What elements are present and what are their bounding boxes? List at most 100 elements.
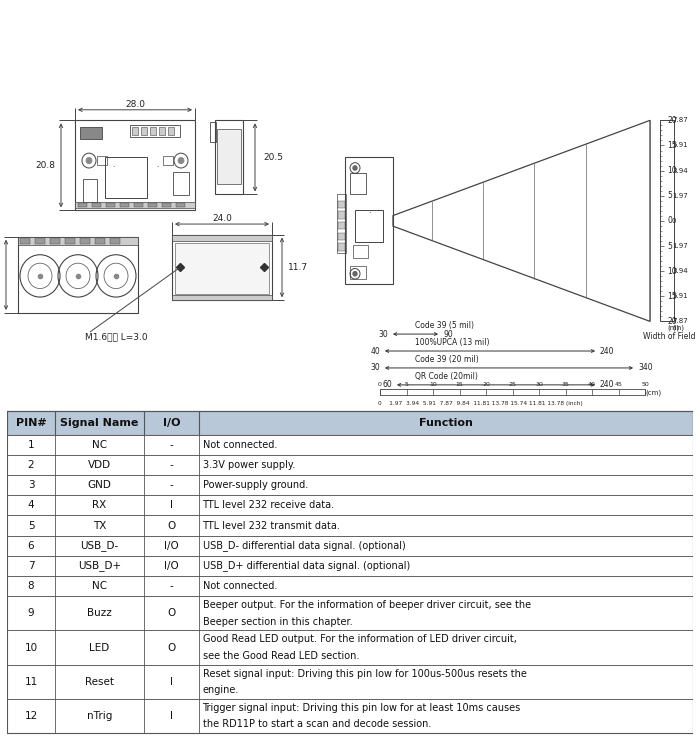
Bar <box>163 156 173 165</box>
Text: 5.91: 5.91 <box>672 142 687 148</box>
Text: USB_D-: USB_D- <box>80 540 119 551</box>
Bar <box>217 129 241 184</box>
Bar <box>350 267 366 279</box>
Text: 60: 60 <box>382 381 392 390</box>
Text: 240: 240 <box>600 381 615 390</box>
Bar <box>50 238 60 244</box>
Bar <box>92 203 101 207</box>
Text: 240: 240 <box>600 346 615 355</box>
Bar <box>106 203 115 207</box>
Text: 20: 20 <box>667 317 677 326</box>
Text: NC: NC <box>92 581 107 592</box>
Text: 40: 40 <box>370 346 380 355</box>
Text: Code 39 (20 mil): Code 39 (20 mil) <box>415 355 479 364</box>
Text: RX: RX <box>92 501 106 510</box>
Bar <box>65 238 75 244</box>
Text: .: . <box>156 162 158 168</box>
Text: Signal Name: Signal Name <box>60 418 139 428</box>
Text: 340: 340 <box>638 364 652 372</box>
Bar <box>7 630 693 665</box>
Bar <box>130 124 180 137</box>
Bar <box>80 238 90 244</box>
Bar <box>148 203 157 207</box>
Text: 5.91: 5.91 <box>672 294 687 299</box>
Bar <box>660 121 674 321</box>
Text: 0    1.97  3.94  5.91  7.87  9.84  11.81 13.78 15.74 11.81 13.78 (inch): 0 1.97 3.94 5.91 7.87 9.84 11.81 13.78 1… <box>378 402 582 407</box>
Text: Buzz: Buzz <box>88 609 112 618</box>
Text: .: . <box>112 162 114 168</box>
Bar <box>338 243 345 250</box>
Text: 20.8: 20.8 <box>35 161 55 170</box>
Text: 100%UPCA (13 mil): 100%UPCA (13 mil) <box>415 338 489 347</box>
Text: Function: Function <box>419 418 473 428</box>
Circle shape <box>353 272 357 276</box>
Text: 90: 90 <box>443 329 453 338</box>
Text: QR Code (20mil): QR Code (20mil) <box>415 372 478 381</box>
Text: 10: 10 <box>429 382 437 387</box>
Text: 15: 15 <box>667 141 677 150</box>
Text: 10: 10 <box>667 166 677 175</box>
Text: Reset signal input: Driving this pin low for 100us-500us resets the: Reset signal input: Driving this pin low… <box>202 668 526 679</box>
Bar <box>20 238 30 244</box>
Text: 20: 20 <box>482 382 490 387</box>
Text: O: O <box>167 521 176 530</box>
Bar <box>7 411 693 435</box>
Text: LED: LED <box>90 642 110 653</box>
Bar <box>75 121 195 210</box>
Text: 11.7: 11.7 <box>288 263 308 272</box>
Text: TTL level 232 transmit data.: TTL level 232 transmit data. <box>202 521 340 530</box>
Text: 1.97: 1.97 <box>672 243 687 249</box>
Bar <box>380 389 645 396</box>
Text: -: - <box>170 440 174 450</box>
Text: TX: TX <box>93 521 106 530</box>
Text: 24.0: 24.0 <box>212 215 232 223</box>
Bar <box>7 576 693 596</box>
Text: Interface  Defination: Interface Defination <box>203 12 497 37</box>
Text: 8: 8 <box>28 581 34 592</box>
Bar <box>215 121 243 194</box>
Text: (cm): (cm) <box>645 389 661 396</box>
Text: .: . <box>368 206 370 215</box>
Text: 3: 3 <box>28 481 34 490</box>
Text: Reset: Reset <box>85 676 114 687</box>
Bar <box>132 127 138 135</box>
Bar <box>150 127 156 135</box>
Text: 1.97: 1.97 <box>672 193 687 199</box>
Bar <box>355 210 383 242</box>
Text: 20: 20 <box>667 116 677 125</box>
Text: 10: 10 <box>25 642 38 653</box>
Bar <box>338 200 345 208</box>
Text: I: I <box>170 711 173 721</box>
Bar <box>350 174 366 194</box>
Text: Beeper output. For the information of beeper driver circuit, see the: Beeper output. For the information of be… <box>202 600 531 610</box>
Text: 5: 5 <box>667 191 672 200</box>
Text: I/O: I/O <box>164 561 179 571</box>
Text: 10: 10 <box>667 267 677 276</box>
Bar <box>338 212 345 219</box>
Text: 3.3V power supply.: 3.3V power supply. <box>202 460 295 470</box>
Text: O: O <box>167 642 176 653</box>
Text: 11: 11 <box>25 676 38 687</box>
Text: 15: 15 <box>667 292 677 301</box>
Text: 12: 12 <box>25 711 38 721</box>
Bar <box>80 127 102 139</box>
Text: 9: 9 <box>28 609 34 618</box>
Text: 7.87: 7.87 <box>672 318 687 324</box>
Text: 15: 15 <box>456 382 463 387</box>
Text: 2: 2 <box>28 460 34 470</box>
Bar <box>7 435 693 455</box>
Text: 30: 30 <box>370 364 380 372</box>
Text: engine.: engine. <box>202 685 239 695</box>
Bar <box>7 536 693 556</box>
Text: PIN#: PIN# <box>15 418 46 428</box>
Bar <box>7 699 693 733</box>
Text: Good Read LED output. For the information of LED driver circuit,: Good Read LED output. For the informatio… <box>202 634 517 644</box>
Text: 28.0: 28.0 <box>125 100 145 109</box>
Bar <box>105 157 147 197</box>
Bar <box>168 127 174 135</box>
Circle shape <box>86 157 92 164</box>
Text: Not connected.: Not connected. <box>202 581 277 592</box>
Text: Beeper section in this chapter.: Beeper section in this chapter. <box>202 617 352 627</box>
Bar <box>95 238 105 244</box>
Bar <box>141 127 147 135</box>
